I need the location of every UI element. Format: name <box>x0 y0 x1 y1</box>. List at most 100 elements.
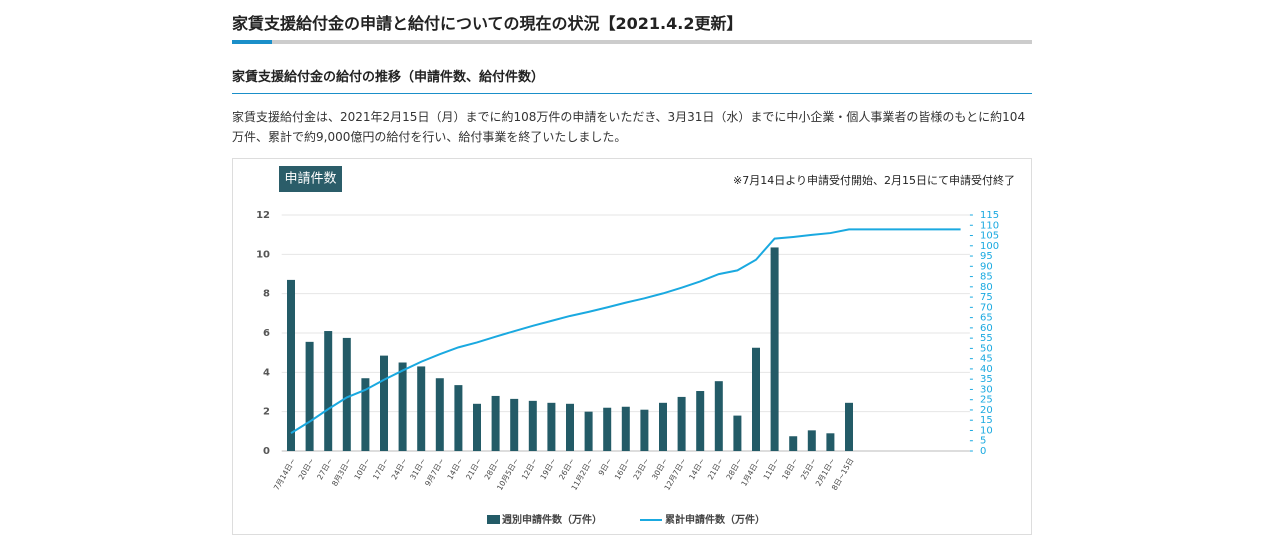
bar <box>566 403 574 451</box>
bar <box>733 415 742 451</box>
bar <box>807 430 816 451</box>
x-tick-label: 17日~ <box>371 457 390 482</box>
section-title: 家賃支援給付金の給付の推移（申請件数、給付件数） <box>232 66 1032 94</box>
x-tick-label: 26日~ <box>557 457 576 482</box>
x-tick-label: 30日~ <box>650 457 669 482</box>
x-tick-label: 16日~ <box>613 457 632 482</box>
legend-swatch <box>487 515 500 524</box>
y2-tick-label: 20 <box>980 405 993 416</box>
bar <box>473 403 481 451</box>
bar <box>454 385 463 451</box>
y2-tick-label: 35 <box>980 374 993 385</box>
annotation: ※7月14日より申請受付開始、2月15日にて申請受付終了 <box>733 173 1015 187</box>
y-tick-label: 8 <box>263 289 270 300</box>
x-tick-label: 10日~ <box>352 457 371 482</box>
y-tick-label: 0 <box>263 446 270 457</box>
x-tick-label: 20日~ <box>297 457 316 482</box>
ylabel-box <box>279 166 342 192</box>
bar <box>603 407 612 451</box>
y2-tick-label: 10 <box>980 425 993 436</box>
x-tick-label: 28日~ <box>483 456 502 481</box>
y2-tick-label: 25 <box>980 395 993 406</box>
x-tick-label: 14日~ <box>445 457 464 482</box>
y2-tick-label: 0 <box>980 446 986 457</box>
bar <box>361 378 370 451</box>
bar <box>584 411 593 451</box>
bar <box>342 337 351 451</box>
bar <box>752 347 760 451</box>
y-tick-label: 10 <box>256 249 270 260</box>
y2-tick-label: 15 <box>980 415 993 426</box>
x-tick-label: 19日~ <box>538 457 557 482</box>
y2-tick-label: 5 <box>980 436 986 447</box>
bar <box>789 436 798 451</box>
y2-tick-label: 60 <box>980 323 993 334</box>
x-tick-label: 25日~ <box>799 457 818 482</box>
bar <box>528 400 537 451</box>
y2-tick-label: 65 <box>980 313 993 324</box>
x-tick-label: 23日~ <box>631 457 650 482</box>
y-tick-label: 6 <box>263 328 270 339</box>
legend-label: 週別申請件数（万件） <box>502 513 602 526</box>
title-underline <box>232 40 1032 44</box>
y2-tick-label: 90 <box>980 261 993 272</box>
y2-tick-label: 30 <box>980 384 993 395</box>
chart-frame <box>232 158 1032 535</box>
y2-tick-label: 115 <box>980 210 999 221</box>
paragraph: 家賃支援給付金は、2021年2月15日（月）までに約108万件の申請をいただき、… <box>232 110 1026 144</box>
y-tick-label: 4 <box>263 367 270 378</box>
y2-tick-label: 50 <box>980 343 993 354</box>
bar <box>491 395 500 451</box>
y2-tick-label: 70 <box>980 302 993 313</box>
y2-tick-label: 75 <box>980 292 993 303</box>
bar <box>287 279 295 451</box>
line <box>290 228 961 434</box>
x-tick-label: 27日~ <box>315 457 334 482</box>
y2-tick-label: 105 <box>980 231 999 242</box>
bar <box>696 391 705 451</box>
y2-tick-label: 40 <box>980 364 993 375</box>
x-tick-label: 7月14日~ <box>272 457 298 492</box>
bar <box>621 406 630 451</box>
y2-tick-label: 95 <box>980 251 993 262</box>
x-tick-label: 31日~ <box>408 457 427 482</box>
bar <box>380 355 388 451</box>
x-tick-label: 28日~ <box>724 457 743 482</box>
bar <box>417 366 426 451</box>
bar <box>826 433 835 451</box>
y2-tick-label: 85 <box>980 272 993 283</box>
x-tick-label: 12日~ <box>520 457 539 482</box>
x-tick-label: 11日~ <box>762 457 781 482</box>
page-title: 家賃支援給付金の申請と給付についての現在の状況【2021.4.2更新】 <box>232 14 743 33</box>
x-tick-label: 21日~ <box>706 457 725 482</box>
bar <box>640 409 649 451</box>
y2-tick-label: 110 <box>980 220 999 231</box>
legend-label: 累計申請件数（万件） <box>665 513 765 526</box>
bar <box>324 331 333 451</box>
y-tick-label: 2 <box>263 407 270 418</box>
y2-tick-label: 45 <box>980 354 993 365</box>
bar <box>677 396 686 451</box>
x-tick-label: 14日~ <box>687 457 706 482</box>
bar <box>547 402 556 451</box>
y-axis-label: 申請件数 <box>284 172 336 187</box>
bar <box>659 402 667 451</box>
bar <box>398 362 407 451</box>
bar <box>435 378 444 451</box>
y-tick-label: 12 <box>256 210 270 221</box>
x-tick-label: 18日~ <box>780 457 799 482</box>
bar <box>714 381 723 451</box>
bar <box>305 341 314 451</box>
y2-tick-label: 100 <box>980 241 999 252</box>
y2-tick-label: 80 <box>980 282 993 293</box>
bar <box>770 247 779 451</box>
x-tick-label: 21日~ <box>464 457 483 482</box>
bar <box>845 402 853 451</box>
y2-tick-label: 55 <box>980 333 993 344</box>
x-tick-label: 9日~ <box>597 457 614 478</box>
bar <box>510 398 519 451</box>
title-accent <box>232 40 272 44</box>
x-tick-label: 24日~ <box>390 457 409 482</box>
